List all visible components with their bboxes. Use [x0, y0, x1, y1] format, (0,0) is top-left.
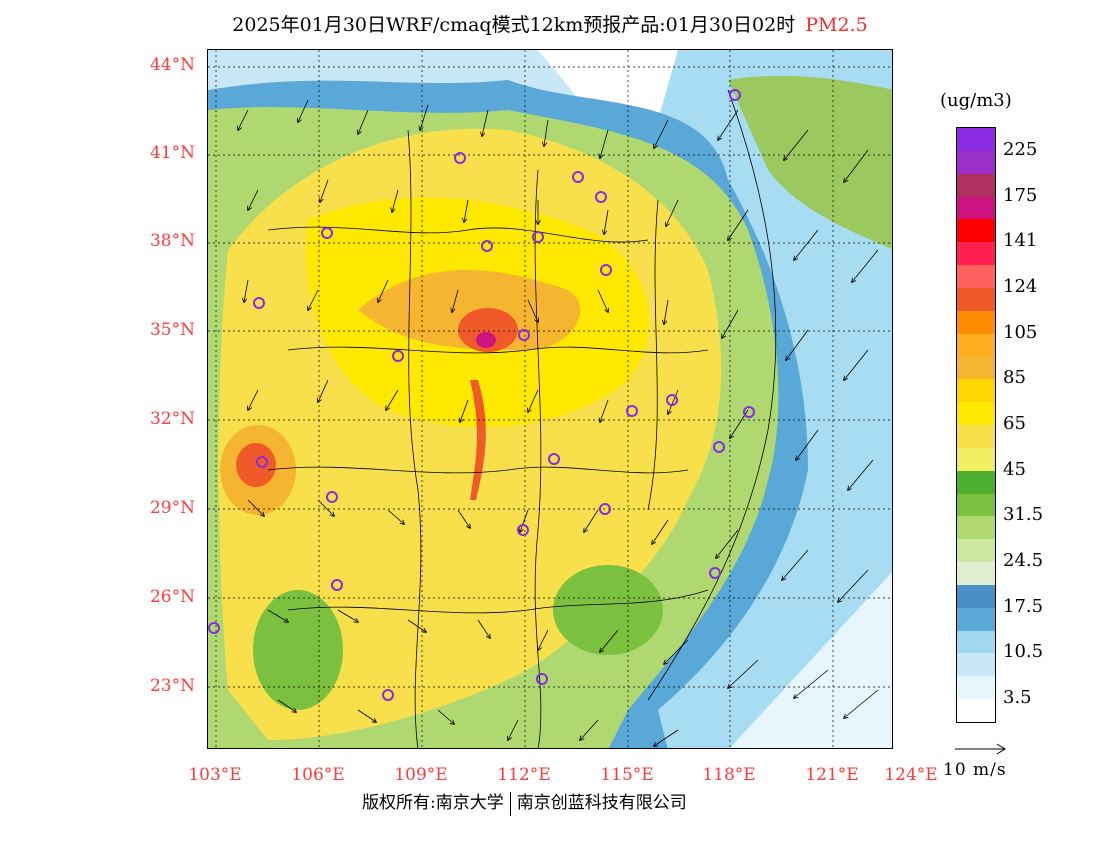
color-bar-label: 17.5	[1003, 595, 1044, 617]
map-panel	[207, 49, 893, 749]
lat-label-29: 29°N	[149, 498, 195, 518]
color-bar-segment	[957, 219, 995, 243]
north-clean-area	[538, 50, 678, 120]
color-bar-label: 10.5	[1003, 641, 1044, 663]
color-bar-segment	[957, 653, 995, 677]
wind-vectors	[238, 99, 879, 746]
station-markers	[208, 89, 755, 701]
lat-label-32: 32°N	[149, 409, 195, 429]
color-bar-segment	[957, 493, 995, 517]
lon-label-112: 112°E	[497, 765, 551, 785]
lat-label-41: 41°N	[149, 143, 195, 163]
chart-title: 2025年01月30日WRF/cmaq模式12km预报产品:01月30日02时 P…	[0, 10, 1100, 37]
lon-label-118: 118°E	[702, 765, 756, 785]
color-bar-segment	[957, 379, 995, 403]
legend-unit: (ug/m3)	[940, 90, 1012, 111]
color-bar-label: 3.5	[1003, 687, 1032, 709]
lon-label-121: 121°E	[805, 765, 859, 785]
color-bar-segment	[957, 287, 995, 311]
wind-reference-arrow	[955, 743, 1006, 755]
pm25-map	[208, 50, 892, 748]
color-bar-label: 105	[1003, 321, 1038, 343]
color-bar-segment	[957, 539, 995, 563]
title-text: 2025年01月30日WRF/cmaq模式12km预报产品:01月30日02时	[232, 14, 796, 36]
color-bar-segment	[957, 447, 995, 471]
color-bar-segment	[957, 516, 995, 540]
lon-label-109: 109°E	[394, 765, 448, 785]
green-pocket-west	[253, 590, 343, 710]
color-bar-segment	[957, 630, 995, 654]
color-bar-label: 124	[1003, 275, 1038, 297]
color-bar-segment	[957, 470, 995, 494]
color-bar-label: 175	[1003, 184, 1038, 206]
color-bar-segment	[957, 265, 995, 288]
color-bar-segment	[957, 333, 995, 357]
color-bar-segment	[957, 196, 995, 220]
color-bar-segment	[957, 424, 995, 448]
lat-label-26: 26°N	[149, 587, 195, 607]
footer-separator	[509, 791, 511, 816]
red-hotspot-west	[236, 443, 276, 487]
copyright-right: 南京创蓝科技有限公司	[516, 793, 687, 813]
color-bar-segment	[957, 128, 995, 151]
northeast-green	[728, 75, 892, 250]
lat-label-44: 44°N	[149, 55, 195, 75]
pollutant-name: PM2.5	[805, 14, 868, 36]
lon-label-106: 106°E	[291, 765, 345, 785]
lon-label-124: 124°E	[884, 765, 938, 785]
color-bar-label: 31.5	[1003, 504, 1044, 526]
red-streak	[470, 380, 486, 500]
green-pocket-south	[553, 565, 663, 655]
color-bar-label: 85	[1003, 367, 1026, 389]
color-bar-segment	[957, 356, 995, 380]
lat-label-35: 35°N	[149, 320, 195, 340]
color-bar-segment	[957, 242, 995, 266]
color-bar-segment	[957, 607, 995, 631]
lat-label-23: 23°N	[149, 676, 195, 696]
province-boundaries	[267, 89, 777, 748]
lon-label-115: 115°E	[600, 765, 654, 785]
lat-label-38: 38°N	[149, 231, 195, 251]
color-bar-segment	[957, 173, 995, 197]
color-bar-segment	[957, 676, 995, 700]
color-bar-segment	[957, 310, 995, 334]
color-bar	[956, 127, 996, 723]
magenta-hotspot	[476, 332, 496, 348]
lon-label-103: 103°E	[188, 765, 242, 785]
wind-reference-label: 10 m/s	[943, 760, 1007, 780]
color-bar-label: 65	[1003, 413, 1026, 434]
red-hotspot-central	[458, 308, 518, 352]
color-bar-label: 24.5	[1003, 550, 1044, 572]
color-bar-segment	[957, 584, 995, 608]
color-bar-segment	[957, 562, 995, 585]
color-bar-label: 141	[1003, 230, 1038, 252]
copyright-footer: 版权所有:南京大学 南京创蓝科技有限公司	[362, 788, 687, 816]
color-bar-segment	[957, 150, 995, 174]
southeast-sea-clean	[729, 572, 892, 748]
color-bar-label: 225	[1003, 138, 1038, 160]
copyright-left: 版权所有:南京大学	[362, 793, 504, 813]
color-bar-label: 45	[1003, 458, 1026, 480]
color-bar-segment	[957, 699, 995, 722]
color-bar-segment	[957, 402, 995, 425]
